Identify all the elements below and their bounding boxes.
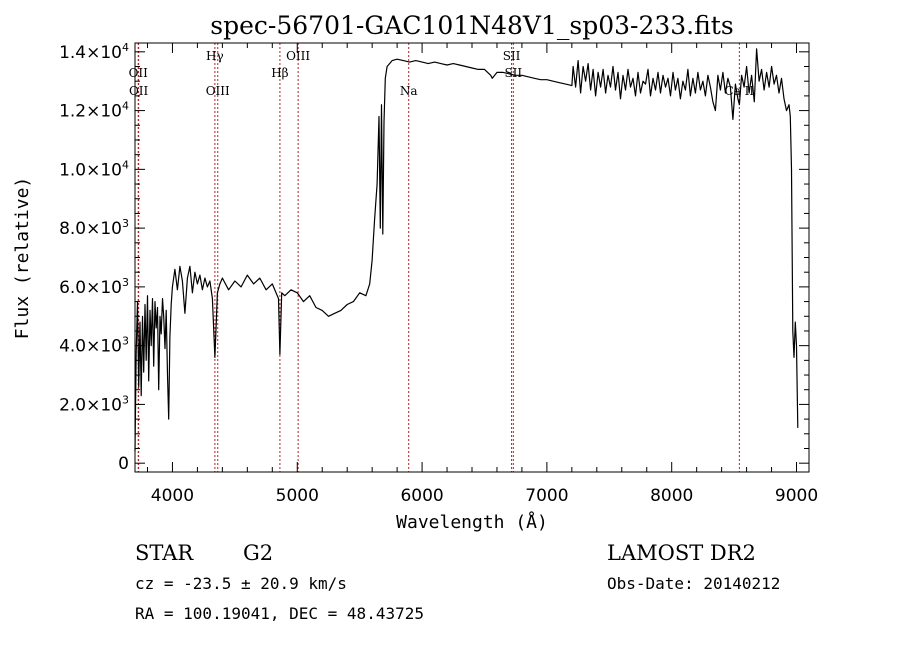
x-axis-ticks: 4000 5000 6000 7000 8000 9000 <box>146 43 818 506</box>
survey-name: LAMOST DR2 <box>607 541 756 565</box>
coordinates-text: RA = 100.19041, DEC = 48.43725 <box>135 604 424 623</box>
line-label-1: OII <box>129 84 149 98</box>
chart-title: spec-56701-GAC101N48V1_sp03-233.fits <box>210 11 733 40</box>
line-label-2: Hγ <box>206 49 224 63</box>
spectrum-line <box>134 48 799 452</box>
line-label-9: Ca II <box>725 84 755 98</box>
spectral-line-markers <box>137 43 740 472</box>
line-label-4: Hβ <box>271 66 288 80</box>
y-axis-label: Flux (relative) <box>12 177 33 340</box>
object-class: STAR <box>135 541 194 565</box>
plot-frame <box>134 42 810 473</box>
line-label-5: OIII <box>286 49 310 63</box>
line-label-8: SII <box>504 66 522 80</box>
x-tick-label-3: 7000 <box>525 486 568 506</box>
line-label-0: OII <box>129 66 149 80</box>
spectral-line-labels: OII OII Hγ OIII Hβ OIII Na SII SII Ca II <box>129 49 755 98</box>
line-label-7: SII <box>503 49 521 63</box>
x-axis-label: Wavelength (Å) <box>396 511 548 533</box>
object-subclass: G2 <box>243 541 273 565</box>
x-tick-label-2: 6000 <box>400 486 443 506</box>
observation-date: Obs-Date: 20140212 <box>607 574 780 593</box>
y-tick-label-4: 8.0×103 <box>59 217 129 239</box>
y-tick-label-3: 6.0×103 <box>59 276 129 298</box>
y-tick-label-0: 0 <box>118 454 129 474</box>
x-tick-label-4: 8000 <box>650 486 693 506</box>
y-tick-label-5: 1.0×104 <box>59 158 129 180</box>
x-tick-label-5: 9000 <box>775 486 818 506</box>
y-tick-label-2: 4.0×103 <box>59 335 129 357</box>
line-label-3: OIII <box>206 84 230 98</box>
x-tick-label-1: 5000 <box>276 486 319 506</box>
y-axis-ticks: 0 2.0×103 4.0×103 6.0×103 8.0×103 1.0×104 1.2×… <box>59 41 809 474</box>
line-label-6: Na <box>400 84 418 98</box>
x-tick-label-0: 4000 <box>151 486 194 506</box>
y-tick-label-6: 1.2×104 <box>59 100 129 122</box>
y-tick-label-7: 1.4×104 <box>59 41 129 63</box>
redshift-text: cz = -23.5 ± 20.9 km/s <box>135 574 347 593</box>
y-tick-label-1: 2.0×103 <box>59 393 129 415</box>
